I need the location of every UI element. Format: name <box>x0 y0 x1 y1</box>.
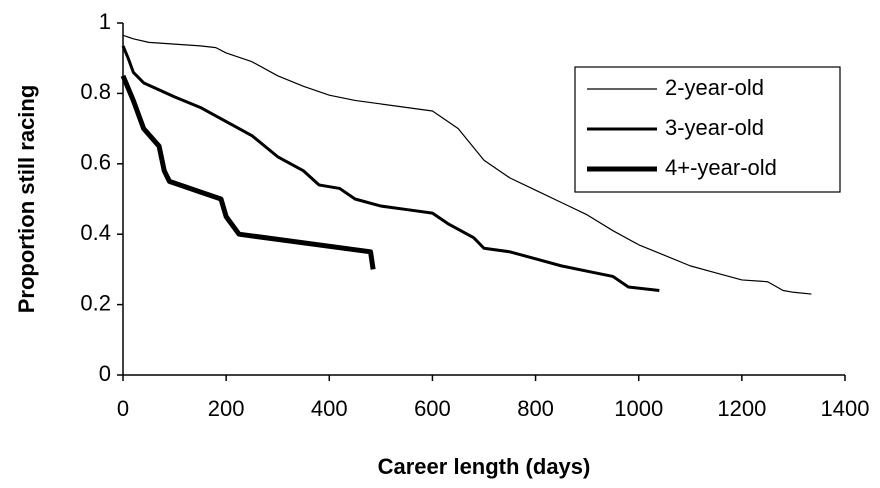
y-tick-label: 0.4 <box>80 220 111 245</box>
y-tick-label: 0.6 <box>80 150 111 175</box>
series-line <box>121 45 660 293</box>
legend-label: 3-year-old <box>665 115 764 140</box>
series-line <box>120 74 376 270</box>
x-tick-label: 400 <box>311 396 348 421</box>
legend-label: 4+-year-old <box>665 155 777 180</box>
x-axis-title: Career length (days) <box>378 454 591 479</box>
x-tick-label: 200 <box>208 396 245 421</box>
x-tick-label: 800 <box>517 396 554 421</box>
y-tick-label: 0.8 <box>80 79 111 104</box>
x-tick-label: 0 <box>117 396 129 421</box>
x-tick-label: 1400 <box>821 396 870 421</box>
y-tick-label: 0 <box>99 361 111 386</box>
x-tick-label: 600 <box>414 396 451 421</box>
x-tick-label: 1200 <box>717 396 766 421</box>
legend-label: 2-year-old <box>665 75 764 100</box>
y-axis-title: Proportion still racing <box>14 85 39 314</box>
y-tick-label: 0.2 <box>80 290 111 315</box>
series-line <box>122 34 812 295</box>
x-tick-label: 1000 <box>614 396 663 421</box>
y-tick-label: 1 <box>99 9 111 34</box>
